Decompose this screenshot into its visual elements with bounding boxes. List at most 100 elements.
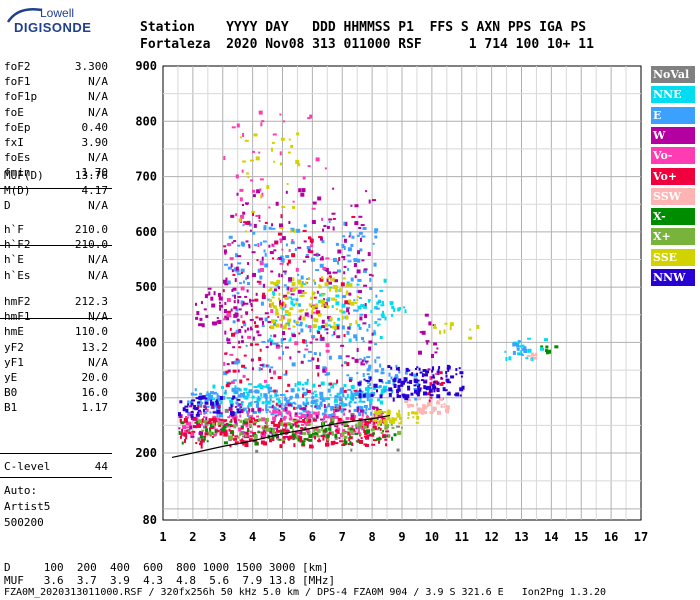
data-point-voplus (306, 437, 309, 441)
data-point-w (251, 367, 254, 371)
data-point-w (318, 253, 321, 256)
data-point-sse (335, 285, 338, 288)
data-point-xminus (231, 430, 234, 434)
data-point-e (366, 328, 369, 332)
data-point-e (319, 337, 322, 342)
data-point-voplus (191, 430, 196, 433)
data-point-e (268, 389, 271, 394)
data-point-voplus (363, 435, 367, 438)
data-point-voplus (426, 392, 431, 396)
data-point-w (361, 359, 364, 363)
data-point-e (280, 338, 284, 342)
data-point-xplus (265, 427, 270, 432)
data-point-e (192, 393, 197, 396)
data-point-ssw (424, 411, 428, 415)
data-point-w (233, 300, 236, 304)
data-point-sse (374, 410, 377, 415)
data-point-e (290, 403, 293, 408)
param-row-b1: B1 1.17 (4, 401, 108, 415)
data-point-voplus (262, 292, 266, 297)
data-point-vominus (228, 243, 232, 247)
data-point-e (195, 393, 198, 396)
data-point-nnw (357, 381, 362, 386)
data-point-e (288, 399, 291, 402)
data-point-sse (275, 312, 280, 316)
param-name: h`E (4, 253, 24, 267)
data-point-nne (346, 281, 350, 285)
data-point-e (315, 269, 320, 272)
data-point-nne (246, 392, 249, 397)
data-point-e (339, 402, 342, 405)
data-point-e (237, 388, 241, 391)
data-point-nnw (432, 374, 435, 379)
data-point-vominus (314, 426, 318, 431)
data-point-voplus (313, 296, 317, 299)
data-point-voplus (234, 435, 239, 438)
data-point-e (299, 321, 303, 325)
data-point-voplus (195, 442, 198, 445)
data-point-w (230, 214, 235, 218)
data-point-e (201, 402, 204, 405)
data-point-w (264, 312, 269, 315)
data-point-w (226, 338, 231, 342)
data-point-vominus (277, 315, 280, 318)
data-point-vominus (260, 122, 263, 127)
data-point-noval (271, 427, 276, 430)
header-line-2: Fortaleza 2020 Nov08 313 011000 RSF 1 71… (140, 37, 594, 52)
data-point-voplus (231, 332, 236, 337)
data-point-voplus (242, 320, 246, 324)
data-point-xplus (248, 417, 251, 420)
data-point-e (242, 280, 245, 284)
y-tick-label: 80 (143, 513, 157, 527)
data-point-nne (275, 398, 280, 401)
data-point-vominus (245, 423, 249, 428)
data-point-voplus (348, 437, 351, 442)
data-point-nnw (358, 394, 362, 399)
data-point-w (261, 295, 266, 300)
data-point-e (516, 343, 520, 348)
data-point-e (381, 381, 384, 384)
data-point-e (237, 244, 241, 247)
data-point-e (267, 339, 270, 343)
data-point-sse (348, 299, 352, 303)
data-point-vominus (239, 197, 243, 202)
data-point-e (341, 325, 345, 330)
param-value: N/A (88, 105, 108, 119)
data-point-xplus (332, 431, 335, 435)
data-point-vominus (282, 409, 285, 412)
data-point-nne (341, 303, 346, 308)
data-point-w (216, 316, 219, 319)
data-point-vominus (231, 126, 236, 129)
data-point-voplus (235, 358, 239, 361)
data-point-voplus (379, 427, 382, 431)
data-point-voplus (316, 310, 321, 315)
data-point-w (192, 425, 196, 429)
param-row-hf: h`F 210.0 (4, 223, 108, 237)
data-point-w (361, 259, 365, 262)
data-point-vominus (187, 421, 192, 426)
data-point-e (374, 230, 378, 234)
data-point-xminus (540, 345, 544, 348)
data-point-w (326, 316, 331, 320)
data-point-voplus (205, 425, 208, 428)
data-point-e (316, 406, 321, 410)
data-point-e (306, 378, 309, 382)
x-tick-label: 5 (279, 530, 286, 544)
data-point-sse (398, 416, 402, 420)
data-point-w (326, 278, 329, 283)
data-point-voplus (255, 316, 259, 319)
data-point-e (355, 391, 359, 394)
data-point-vominus (304, 348, 309, 351)
data-point-sse (293, 228, 296, 233)
data-point-e (362, 340, 365, 343)
data-point-w (211, 321, 215, 324)
data-point-voplus (240, 440, 245, 445)
data-point-w (348, 302, 351, 305)
param-row-he: h`E N/A (4, 253, 108, 267)
data-point-nne (368, 386, 372, 389)
data-point-nnw (197, 401, 201, 404)
data-point-vominus (334, 415, 339, 419)
data-point-voplus (299, 315, 302, 318)
data-point-nnw (390, 366, 393, 370)
data-point-nnw (210, 399, 213, 403)
